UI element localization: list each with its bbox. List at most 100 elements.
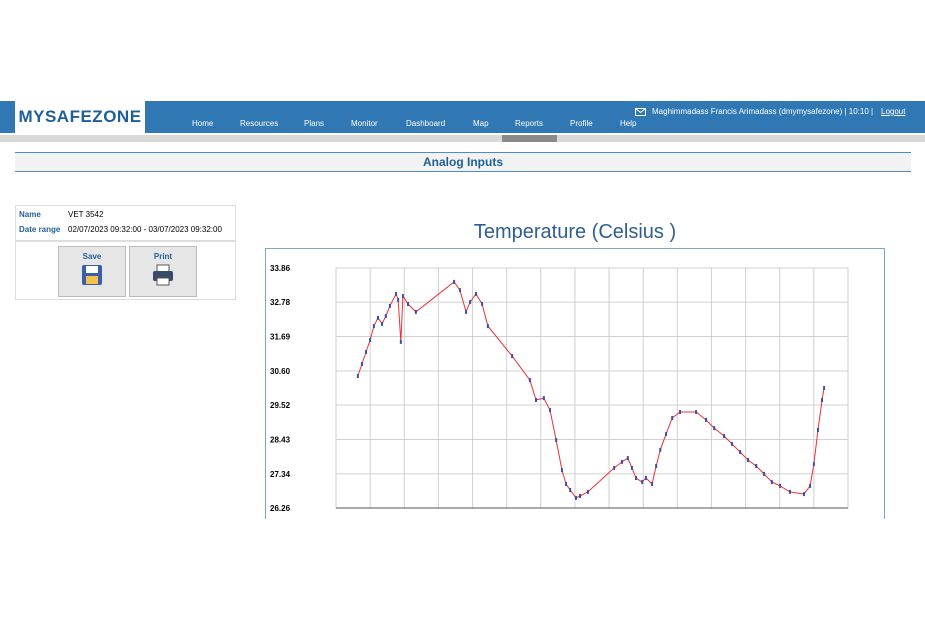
data-point xyxy=(679,410,682,414)
data-point xyxy=(613,465,616,470)
chart-frame xyxy=(265,248,885,519)
data-point xyxy=(621,459,624,464)
data-point xyxy=(465,309,468,314)
logo[interactable]: MYSAFEZONE xyxy=(15,101,145,133)
y-tick-label: 29.52 xyxy=(270,401,291,410)
data-point xyxy=(579,494,582,498)
data-point xyxy=(384,314,387,318)
data-point xyxy=(542,396,545,401)
nav-item[interactable]: Profile xyxy=(570,119,593,128)
data-point xyxy=(809,483,812,488)
y-tick-label: 26.26 xyxy=(270,504,291,513)
data-point xyxy=(474,291,477,296)
data-point xyxy=(549,408,552,413)
nav-item[interactable]: Dashboard xyxy=(406,119,446,128)
data-point xyxy=(365,350,368,354)
data-point xyxy=(356,374,359,378)
sub-bar xyxy=(0,135,925,142)
print-label: Print xyxy=(153,252,173,261)
active-indicator xyxy=(502,135,557,142)
save-button[interactable]: Save xyxy=(58,246,126,297)
data-point xyxy=(481,302,484,306)
data-point xyxy=(816,428,819,432)
range-value: 02/07/2023 09:32:00 - 03/07/2023 09:32:0… xyxy=(68,225,222,234)
y-tick-label: 32.78 xyxy=(270,298,291,307)
data-point xyxy=(535,398,538,402)
data-point xyxy=(388,303,391,308)
data-point xyxy=(560,468,563,473)
page-title: Analog Inputs xyxy=(15,152,911,172)
data-point xyxy=(644,476,647,480)
y-tick-label: 31.69 xyxy=(270,333,291,342)
nav-item[interactable]: Monitor xyxy=(351,119,378,128)
y-tick-label: 27.34 xyxy=(270,470,291,479)
data-point xyxy=(659,447,662,452)
name-value: VET 3542 xyxy=(68,210,104,219)
data-point xyxy=(399,339,402,344)
data-point xyxy=(458,288,461,293)
data-point xyxy=(713,426,716,431)
data-point xyxy=(565,482,568,486)
data-point xyxy=(641,480,644,485)
y-tick-label: 30.60 xyxy=(270,367,291,376)
range-label: Date range xyxy=(19,225,61,234)
nav-item[interactable]: Plans xyxy=(304,119,325,128)
data-point xyxy=(695,410,698,414)
data-point xyxy=(635,476,638,480)
data-point xyxy=(655,464,658,468)
save-icon xyxy=(82,265,102,285)
data-point xyxy=(665,432,668,437)
data-point xyxy=(671,416,674,420)
mail-icon[interactable] xyxy=(635,108,647,117)
data-point xyxy=(763,471,766,476)
print-button[interactable]: Print xyxy=(129,246,197,297)
user-info: Maghimmadass Francis Arimadass (dmymysaf… xyxy=(652,107,874,116)
nav-item[interactable]: Reports xyxy=(515,119,544,128)
data-point xyxy=(586,489,589,494)
data-point xyxy=(739,450,742,455)
data-point xyxy=(453,279,456,284)
data-point xyxy=(802,492,805,497)
data-point xyxy=(401,294,404,299)
data-point xyxy=(770,480,773,485)
logout-link[interactable]: Logout xyxy=(881,107,906,116)
chart-title: Temperature (Celsius ) xyxy=(474,221,676,243)
save-label: Save xyxy=(82,252,102,261)
data-point xyxy=(755,464,758,468)
nav-item[interactable]: Map xyxy=(473,119,489,128)
info-table: Name VET 3542 Date range 02/07/2023 09:3… xyxy=(15,205,236,241)
data-point xyxy=(821,398,824,402)
data-point xyxy=(397,297,400,302)
data-point xyxy=(569,488,572,492)
y-tick-label: 33.86 xyxy=(270,264,291,273)
data-point xyxy=(511,354,514,359)
data-point xyxy=(730,441,733,446)
data-point xyxy=(555,438,558,443)
data-point xyxy=(381,321,384,326)
button-panel: Save Print xyxy=(15,241,236,300)
name-label: Name xyxy=(19,210,41,219)
data-point xyxy=(630,465,633,470)
data-point xyxy=(574,495,577,500)
data-point xyxy=(723,434,726,438)
y-tick-label: 28.43 xyxy=(270,435,291,444)
nav-item[interactable]: Resources xyxy=(240,119,279,128)
data-point xyxy=(528,378,531,383)
nav-item[interactable]: Home xyxy=(192,119,214,128)
data-point xyxy=(779,483,782,488)
data-point xyxy=(651,482,654,486)
nav-item[interactable]: Help xyxy=(620,119,637,128)
data-point xyxy=(372,324,375,329)
data-point xyxy=(626,456,629,461)
print-icon xyxy=(153,264,173,286)
top-bar xyxy=(0,101,925,133)
data-point xyxy=(469,300,472,305)
plot-area xyxy=(335,267,849,509)
data-point xyxy=(788,489,791,494)
data-point xyxy=(414,309,417,314)
data-point xyxy=(395,291,398,296)
data-point xyxy=(407,302,410,306)
data-point xyxy=(369,338,372,342)
